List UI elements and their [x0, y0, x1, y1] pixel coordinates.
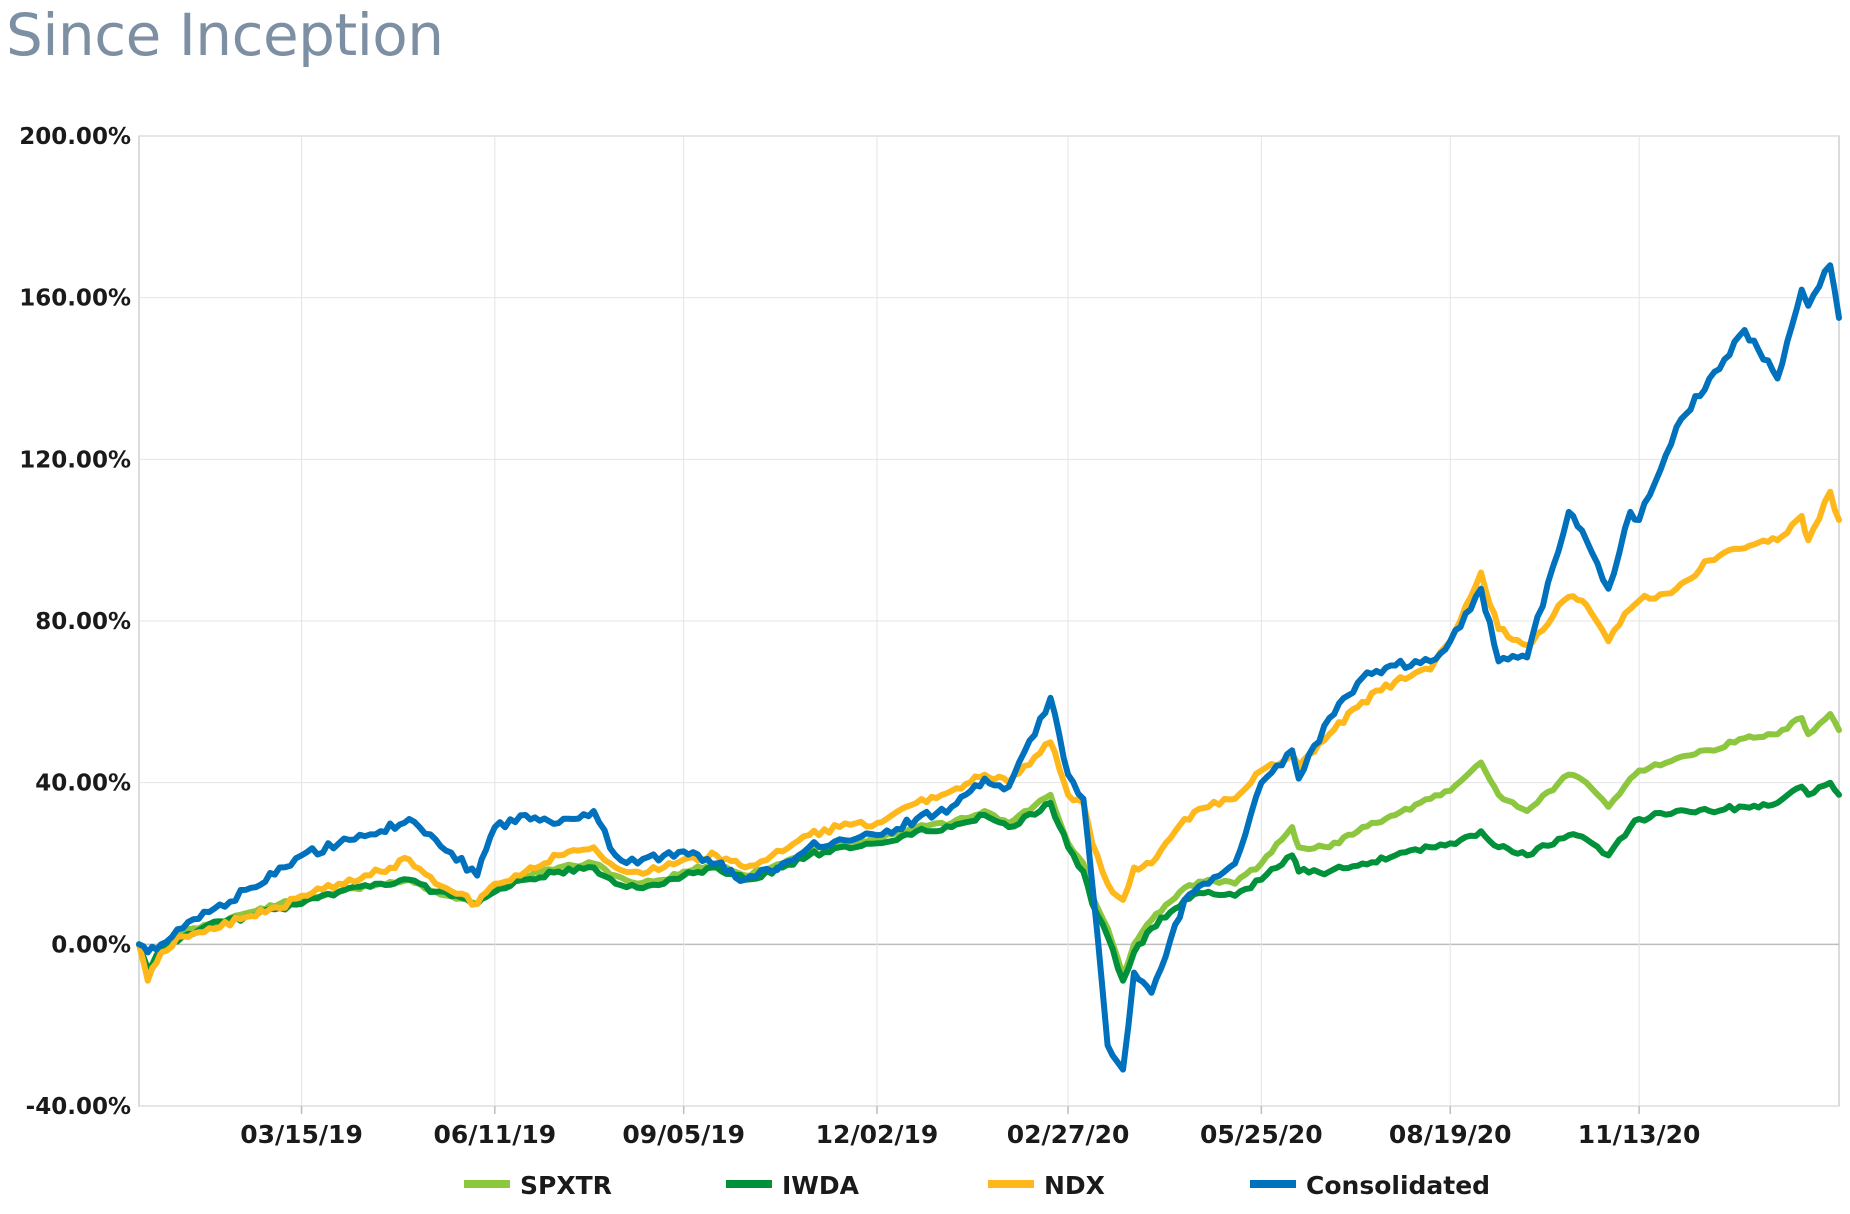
legend-label-spxtr: SPXTR — [520, 1171, 612, 1200]
series-line-iwda — [136, 779, 1842, 984]
x-tick-label: 06/11/19 — [433, 1120, 556, 1149]
x-tick-label: 09/05/19 — [622, 1120, 745, 1149]
x-axis-ticks: 03/15/19 06/11/19 09/05/19 12/02/19 02/27/20… — [240, 1120, 1700, 1149]
x-tick-label: 11/13/20 — [1578, 1120, 1701, 1149]
y-tick-label: 160.00% — [19, 286, 131, 312]
y-tick-label: 80.00% — [35, 609, 131, 635]
x-tick-label: 02/27/20 — [1007, 1120, 1130, 1149]
x-tick-label: 12/02/19 — [816, 1120, 939, 1149]
grid — [139, 135, 1839, 1114]
y-axis-ticks: 200.00% 160.00% 120.00% 80.00% 40.00% 0.00% -4… — [19, 124, 131, 1120]
series-line-ndx — [136, 488, 1842, 984]
y-tick-label: -40.00% — [26, 1094, 131, 1120]
x-tick-label: 05/25/20 — [1200, 1120, 1323, 1149]
legend-label-consolidated: Consolidated — [1306, 1171, 1490, 1200]
page-title: Since Inception — [6, 1, 444, 69]
legend-label-ndx: NDX — [1044, 1171, 1105, 1200]
series-layer — [136, 262, 1842, 1073]
y-tick-label: 0.00% — [51, 932, 131, 958]
y-tick-label: 200.00% — [19, 124, 131, 150]
x-tick-label: 03/15/19 — [240, 1120, 363, 1149]
legend-label-iwda: IWDA — [782, 1171, 860, 1200]
y-tick-label: 40.00% — [35, 771, 131, 797]
legend: SPXTR IWDA NDX Consolidated — [464, 1171, 1490, 1200]
series-line-consolidated — [136, 262, 1842, 1073]
y-tick-label: 120.00% — [19, 447, 131, 473]
x-tick-label: 08/19/20 — [1389, 1120, 1512, 1149]
